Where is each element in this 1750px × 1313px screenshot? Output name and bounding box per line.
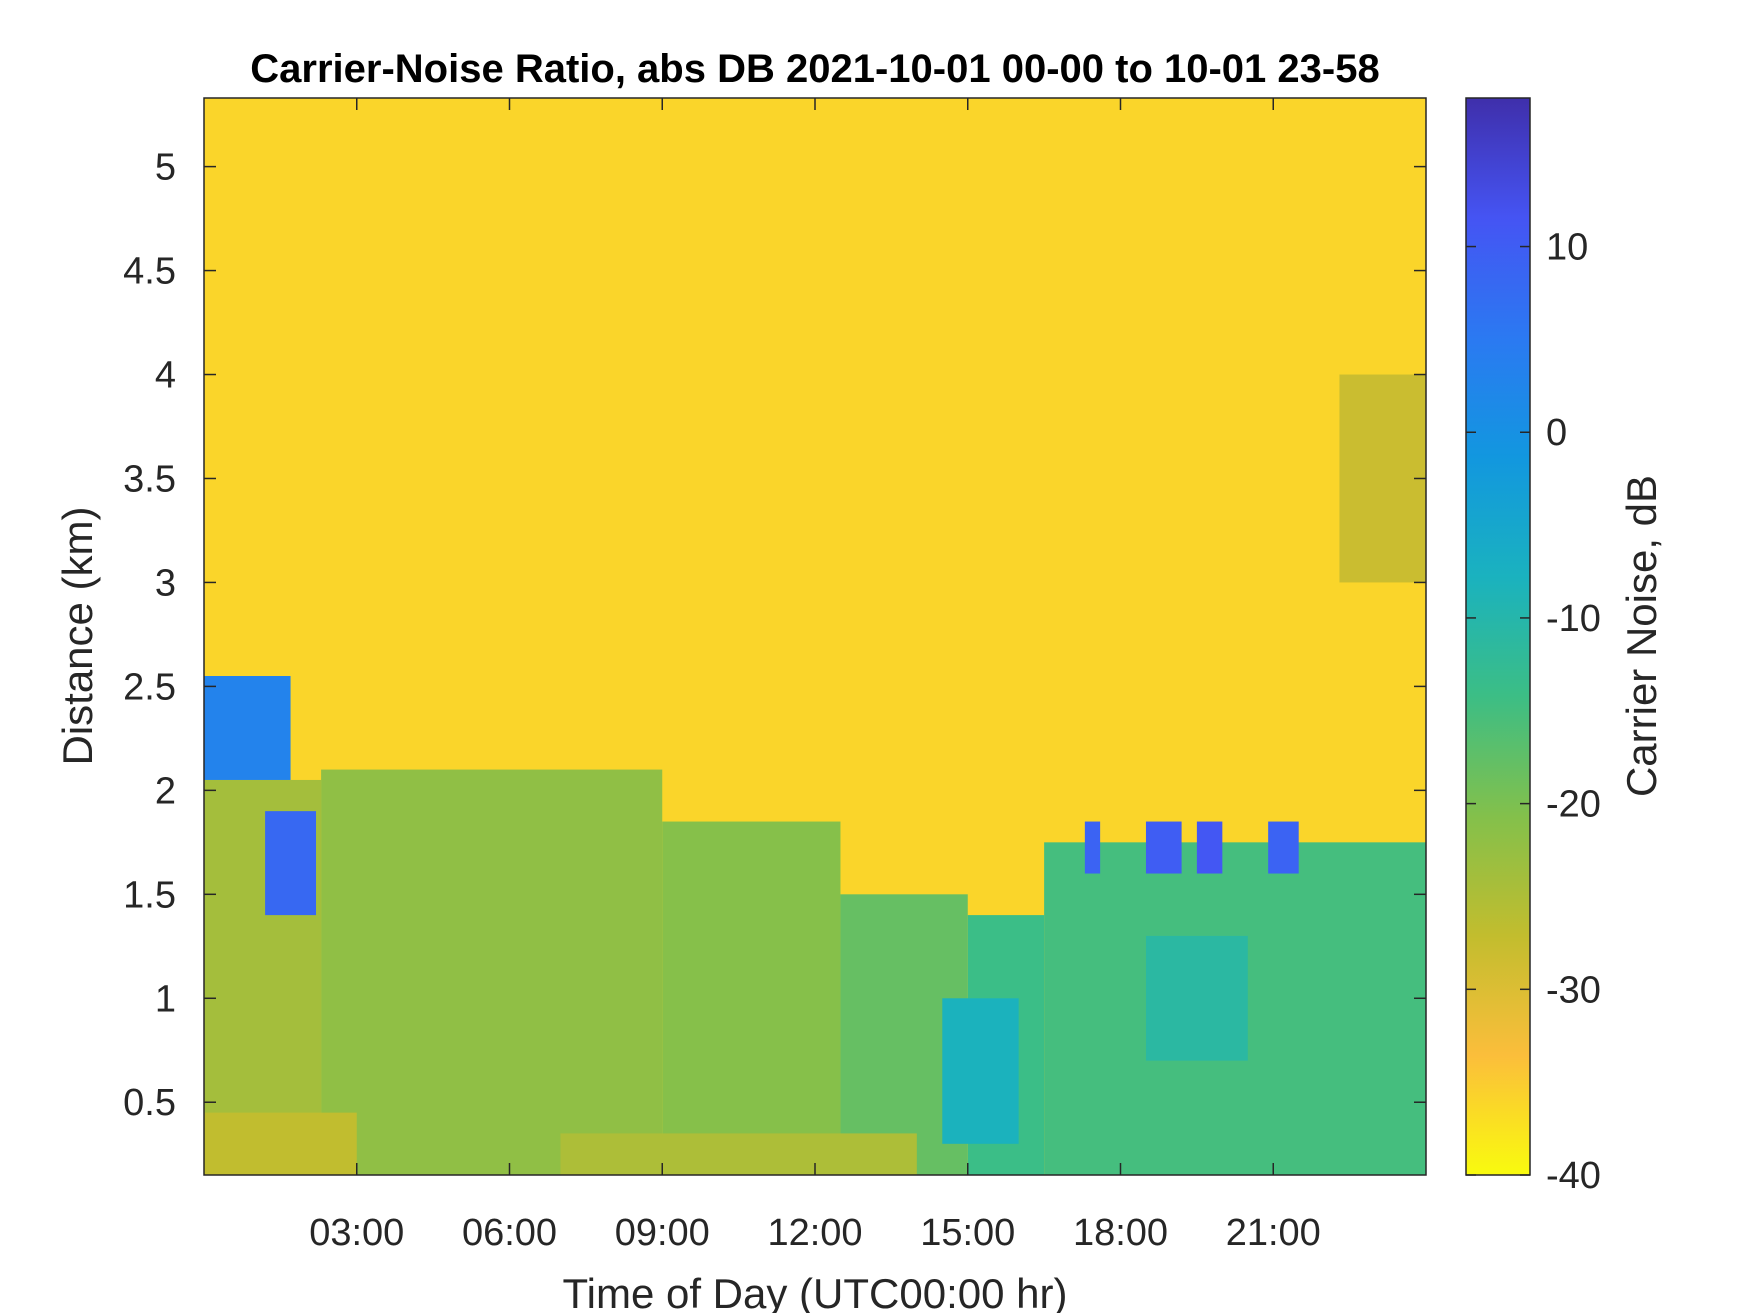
x-tick-label: 09:00: [615, 1212, 710, 1254]
heatmap-cell: [1268, 821, 1299, 874]
colorbar-tick-label: -20: [1546, 784, 1601, 826]
heatmap-cell: [1339, 374, 1426, 583]
y-tick-label: 4: [155, 355, 176, 397]
colorbar-label: Carrier Noise, dB: [1618, 475, 1665, 797]
colorbar-gradient: [1465, 97, 1531, 1176]
heatmap-cell: [204, 1112, 357, 1175]
colorbar-tick-label: -40: [1546, 1155, 1601, 1197]
heatmap-cell: [1084, 821, 1101, 874]
x-tick-label: 15:00: [920, 1212, 1015, 1254]
heatmap-cell: [204, 676, 291, 780]
heatmap-cells: [204, 374, 1426, 1175]
x-tick-label: 12:00: [767, 1212, 862, 1254]
x-axis: 03:00 06:00 09:00 12:00 15:00 18:00 21:00: [309, 98, 1321, 1254]
y-tick-label: 2: [155, 770, 176, 812]
y-tick-label: 3.5: [123, 458, 176, 500]
y-tick-label: 1.5: [123, 874, 176, 916]
heatmap-cell: [321, 769, 663, 1175]
heatmap-cell: [265, 811, 317, 916]
y-tick-label: 4.5: [123, 251, 176, 293]
colorbar-tick-label: 10: [1546, 227, 1588, 269]
x-tick-label: 06:00: [462, 1212, 557, 1254]
colorbar: -40 -30 -20 -10 0 10 Carrier Noise, dB: [1465, 97, 1665, 1197]
y-tick-label: 3: [155, 562, 176, 604]
y-tick-label: 1: [155, 978, 176, 1020]
heatmap-cell: [1145, 821, 1182, 874]
colorbar-ticks: -40 -30 -20 -10 0 10: [1466, 227, 1601, 1197]
y-tick-label: 0.5: [123, 1082, 176, 1124]
y-tick-label: 2.5: [123, 666, 176, 708]
colorbar-tick-label: 0: [1546, 412, 1567, 454]
heatmap-cell: [1196, 821, 1223, 874]
heatmap-cell: [662, 821, 841, 1175]
y-axis: 0.5 1 1.5 2 2.5 3 3.5 4 4.5 5: [123, 147, 1426, 1124]
heatmap-cell: [1145, 935, 1248, 1061]
x-tick-label: 03:00: [309, 1212, 404, 1254]
heatmap-cell: [942, 998, 1019, 1144]
heatmap-cell: [560, 1133, 917, 1175]
colorbar-tick-label: -30: [1546, 969, 1601, 1011]
x-tick-label: 18:00: [1073, 1212, 1168, 1254]
colorbar-tick-label: -10: [1546, 598, 1601, 640]
x-axis-label: Time of Day (UTC00:00 hr): [563, 1270, 1068, 1313]
chart-title: Carrier-Noise Ratio, abs DB 2021-10-01 0…: [250, 47, 1379, 91]
y-axis-label: Distance (km): [54, 506, 101, 765]
x-tick-label: 21:00: [1226, 1212, 1321, 1254]
plot-area: [203, 97, 1427, 1176]
y-tick-label: 5: [155, 147, 176, 189]
